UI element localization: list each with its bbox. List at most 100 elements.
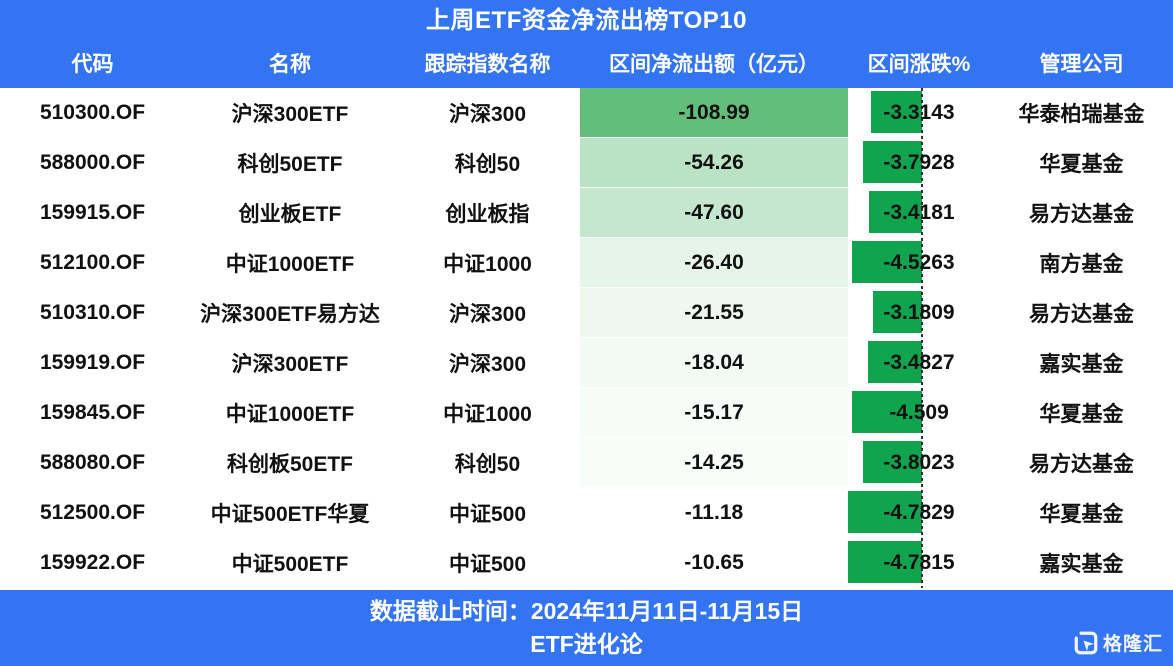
company-cell: 华夏基金: [1039, 153, 1124, 176]
source-account-text: ETF进化论: [530, 631, 643, 657]
change-databar: [863, 141, 922, 184]
code-cell: 588080.OF: [39, 451, 146, 474]
column-header-code: 代码: [71, 53, 114, 76]
name-cell: 中证1000ETF: [225, 403, 355, 426]
change-cell: -4.5263: [848, 238, 990, 288]
change-databar: [869, 191, 922, 234]
change-value: -3.4827: [883, 351, 955, 374]
change-databar: [848, 541, 922, 584]
change-cell: -3.4827: [848, 338, 990, 388]
outflow-cell: -108.99: [580, 88, 848, 138]
index-cell: 中证500: [448, 503, 527, 526]
table-row: 512500.OF 中证500ETF华夏 中证500 -11.18 -4.782…: [0, 488, 1173, 538]
name-cell: 沪深300ETF: [231, 103, 349, 126]
change-databar: [852, 391, 922, 434]
change-cell: -3.3143: [848, 88, 990, 138]
column-header-outflow: 区间净流出额（亿元）: [609, 53, 819, 76]
name-cell: 沪深300ETF易方达: [200, 303, 380, 326]
change-value: -3.1809: [883, 301, 955, 324]
code-cell: 159915.OF: [39, 201, 146, 224]
index-cell: 沪深300: [448, 303, 527, 326]
outflow-cell: -10.65: [580, 538, 848, 588]
company-cell: 南方基金: [1039, 253, 1124, 276]
table-body: 510300.OF 沪深300ETF 沪深300 -108.99 -3.3143…: [0, 88, 1173, 588]
name-cell: 中证1000ETF: [225, 253, 355, 276]
change-cell: -3.4181: [848, 188, 990, 238]
company-cell: 华泰柏瑞基金: [1018, 103, 1145, 126]
change-value: -4.7829: [883, 501, 955, 524]
outflow-cell: -14.25: [580, 438, 848, 488]
name-cell: 中证500ETF: [231, 553, 349, 576]
company-cell: 易方达基金: [1029, 203, 1134, 226]
brand-logo: 格隆汇: [1073, 629, 1163, 656]
index-cell: 沪深300: [448, 353, 527, 376]
table-header: 上周ETF资金净流出榜TOP10 代码 名称 跟踪指数名称 区间净流出额（亿元）…: [0, 0, 1173, 88]
change-databar: [863, 441, 922, 484]
company-cell: 华夏基金: [1039, 503, 1124, 526]
change-cell: -4.7815: [848, 538, 990, 588]
change-cell: -3.7928: [848, 138, 990, 188]
change-cell: -4.509: [848, 388, 990, 438]
index-cell: 中证1000: [443, 403, 532, 426]
name-cell: 中证500ETF华夏: [210, 503, 370, 526]
table-row: 159845.OF 中证1000ETF 中证1000 -15.17 -4.509…: [0, 388, 1173, 438]
name-cell: 科创50ETF: [237, 153, 343, 176]
table-row: 510300.OF 沪深300ETF 沪深300 -108.99 -3.3143…: [0, 88, 1173, 138]
outflow-cell: -18.04: [580, 338, 848, 388]
table-row: 588080.OF 科创板50ETF 科创50 -14.25 -3.8023 易…: [0, 438, 1173, 488]
change-databar: [868, 341, 922, 384]
brand-logo-text: 格隆汇: [1102, 634, 1163, 655]
company-cell: 嘉实基金: [1039, 553, 1124, 576]
table-row: 588000.OF 科创50ETF 科创50 -54.26 -3.7928 华夏…: [0, 138, 1173, 188]
column-header-name: 名称: [269, 53, 311, 76]
table-row: 159922.OF 中证500ETF 中证500 -10.65 -4.7815 …: [0, 538, 1173, 588]
code-cell: 159922.OF: [39, 551, 146, 574]
outflow-cell: -21.55: [580, 288, 848, 338]
change-value: -3.8023: [883, 451, 955, 474]
index-cell: 中证500: [448, 553, 527, 576]
change-databar: [852, 241, 922, 284]
index-cell: 创业板指: [445, 203, 530, 226]
change-value: -3.4181: [883, 201, 955, 224]
column-header-change: 区间涨跌%: [867, 53, 971, 76]
column-header-index: 跟踪指数名称: [424, 53, 551, 76]
index-cell: 沪深300: [448, 103, 527, 126]
index-cell: 科创50: [454, 153, 521, 176]
column-header-row: 代码 名称 跟踪指数名称 区间净流出额（亿元） 区间涨跌% 管理公司: [0, 38, 1173, 88]
column-header-company: 管理公司: [1039, 53, 1124, 76]
change-value: -4.509: [889, 401, 949, 424]
table-row: 159915.OF 创业板ETF 创业板指 -47.60 -3.4181 易方达…: [0, 188, 1173, 238]
change-value: -4.7815: [883, 551, 955, 574]
change-value: -3.7928: [883, 151, 955, 174]
code-cell: 159845.OF: [39, 401, 146, 424]
name-cell: 创业板ETF: [238, 203, 342, 226]
change-value: -4.5263: [883, 251, 955, 274]
code-cell: 510310.OF: [39, 301, 146, 324]
change-databar: [848, 491, 922, 534]
gelonghui-logo-icon: [1073, 630, 1099, 656]
change-cell: -4.7829: [848, 488, 990, 538]
index-cell: 中证1000: [443, 253, 532, 276]
company-cell: 华夏基金: [1039, 403, 1124, 426]
outflow-cell: -47.60: [580, 188, 848, 238]
change-databar: [870, 91, 922, 134]
code-cell: 512500.OF: [39, 501, 146, 524]
data-cutoff-text: 数据截止时间：2024年11月11日-11月15日: [369, 598, 804, 624]
table-row: 512100.OF 中证1000ETF 中证1000 -26.40 -4.526…: [0, 238, 1173, 288]
outflow-cell: -11.18: [580, 488, 848, 538]
index-cell: 科创50: [454, 453, 521, 476]
outflow-cell: -15.17: [580, 388, 848, 438]
outflow-cell: -26.40: [580, 238, 848, 288]
code-cell: 588000.OF: [39, 151, 146, 174]
table-row: 510310.OF 沪深300ETF易方达 沪深300 -21.55 -3.18…: [0, 288, 1173, 338]
code-cell: 159919.OF: [39, 351, 146, 374]
code-cell: 512100.OF: [39, 251, 146, 274]
code-cell: 510300.OF: [39, 101, 146, 124]
company-cell: 易方达基金: [1029, 303, 1134, 326]
company-cell: 易方达基金: [1029, 453, 1134, 476]
change-cell: -3.8023: [848, 438, 990, 488]
change-cell: -3.1809: [848, 288, 990, 338]
name-cell: 沪深300ETF: [231, 353, 349, 376]
outflow-cell: -54.26: [580, 138, 848, 188]
